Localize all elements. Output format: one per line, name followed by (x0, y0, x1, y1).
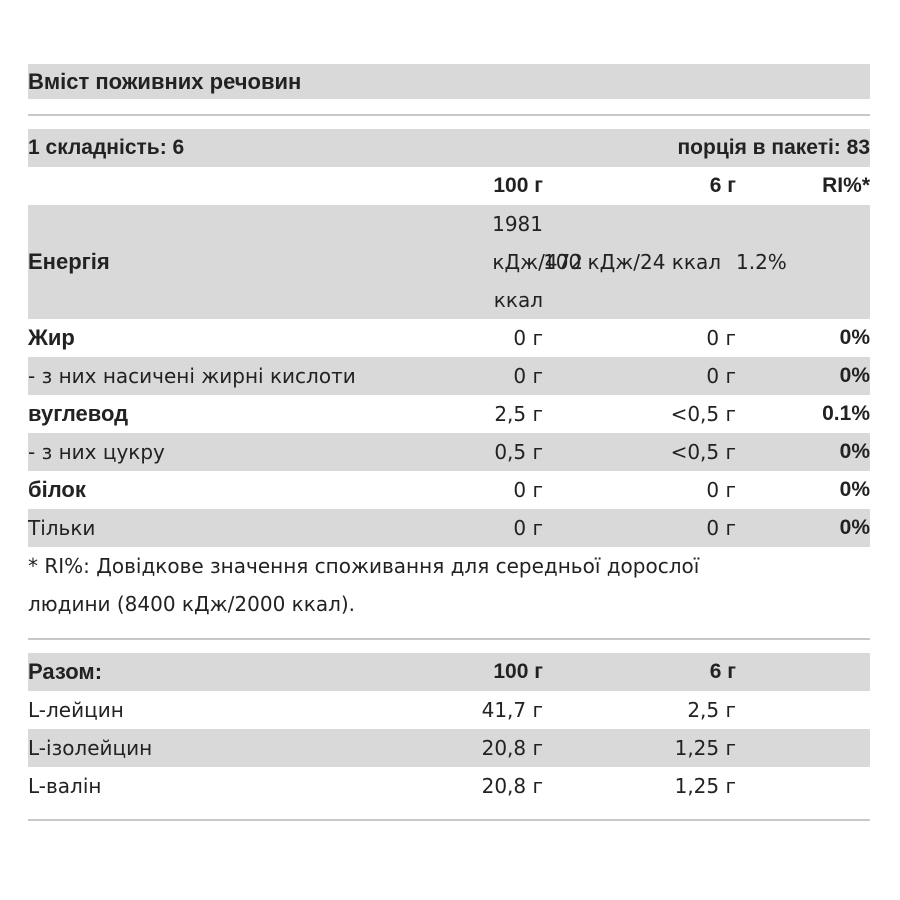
nutrient-per100: 2,5 г (494, 402, 543, 426)
column-header-row: 100 г 6 г RI%* (28, 167, 870, 205)
amino-header-per100: 100 г (493, 660, 543, 683)
amino-label: L-валін (28, 774, 102, 798)
amino-per100: 41,7 г (481, 698, 543, 722)
nutrient-per100: 0 г (513, 364, 543, 388)
energy-per-serving: 100 кДж/24 ккал (543, 250, 721, 274)
nutrition-title: Вміст поживних речовин (28, 64, 870, 99)
nutrient-row: - з них насичені жирні кислоти 0 г 0 г 0% (28, 357, 870, 395)
amino-label: L-ізолейцин (28, 736, 153, 760)
nutrient-label: вуглевод (28, 401, 129, 426)
nutrient-per-serving: <0,5 г (670, 402, 736, 426)
energy-row: Енергія 1981 кДж/472 ккал 100 кДж/24 кка… (28, 205, 870, 319)
nutrient-ri: 0% (839, 364, 870, 387)
nutrient-label: - з них насичені жирні кислоти (28, 364, 356, 388)
divider (28, 638, 870, 640)
amino-per-serving: 1,25 г (674, 736, 736, 760)
nutrient-ri: 0% (839, 326, 870, 349)
servings-per-pack: порція в пакеті: 83 (677, 136, 871, 159)
nutrient-per-serving: 0 г (706, 364, 736, 388)
energy-per100-line2: кДж/472 (492, 250, 583, 274)
energy-ri: 1.2% (736, 250, 787, 274)
nutrient-ri: 0% (839, 440, 870, 463)
nutrient-row: - з них цукру 0,5 г <0,5 г 0% (28, 433, 870, 471)
amino-label: L-лейцин (28, 698, 124, 722)
servings-count: 1 складність: 6 (28, 136, 185, 159)
nutrient-ri: 0% (839, 516, 870, 539)
amino-row: L-валін 20,8 г 1,25 г (28, 767, 870, 805)
amino-per100: 20,8 г (481, 774, 543, 798)
energy-label: Енергія (28, 249, 110, 274)
amino-header-label: Разом: (28, 659, 103, 684)
nutrient-per-serving: <0,5 г (670, 440, 736, 464)
column-header-per100: 100 г (493, 174, 543, 197)
nutrient-per-serving: 0 г (706, 326, 736, 350)
nutrient-row: Тільки 0 г 0 г 0% (28, 509, 870, 547)
divider (28, 819, 870, 821)
ri-footnote-line2: людини (8400 кДж/2000 ккал). (28, 592, 356, 616)
nutrient-per100: 0,5 г (494, 440, 543, 464)
nutrient-per-serving: 0 г (706, 478, 736, 502)
nutrient-per-serving: 0 г (706, 516, 736, 540)
nutrition-sheet: Вміст поживних речовин 1 складність: 6 п… (28, 64, 870, 821)
column-header-per-serving: 6 г (709, 174, 736, 197)
amino-list: L-лейцин 41,7 г 2,5 г L-ізолейцин 20,8 г 1,25… (28, 691, 870, 805)
nutrient-per100: 0 г (513, 478, 543, 502)
nutrient-label: білок (28, 477, 86, 502)
energy-per100-line3: ккал (493, 288, 543, 312)
nutrient-label: Тільки (28, 516, 96, 540)
nutrient-per100: 0 г (513, 516, 543, 540)
amino-acid-table: Разом: 100 г 6 г L-лейцин 41,7 г 2,5 г L-із… (28, 653, 870, 805)
energy-per100: 1981 кДж/472 ккал (443, 205, 583, 319)
amino-per100: 20,8 г (481, 736, 543, 760)
amino-header-row: Разом: 100 г 6 г (28, 653, 870, 691)
column-header-ri: RI%* (822, 174, 870, 197)
ri-footnote: * RI%: Довідкове значення споживання для… (28, 547, 870, 623)
nutrient-row: білок 0 г 0 г 0% (28, 471, 870, 509)
nutrient-ri: 0% (839, 478, 870, 501)
nutrient-ri: 0.1% (822, 402, 870, 425)
nutrient-per100: 0 г (513, 326, 543, 350)
amino-row: L-лейцин 41,7 г 2,5 г (28, 691, 870, 729)
energy-per100-line1: 1981 (492, 212, 543, 236)
amino-header-per-serving: 6 г (709, 660, 736, 683)
portion-info-row: 1 складність: 6 порція в пакеті: 83 (28, 129, 870, 167)
nutrient-label: Жир (28, 325, 75, 350)
nutrient-row: вуглевод 2,5 г <0,5 г 0.1% (28, 395, 870, 433)
nutrient-label: - з них цукру (28, 440, 165, 464)
divider (28, 114, 870, 116)
amino-row: L-ізолейцин 20,8 г 1,25 г (28, 729, 870, 767)
ri-footnote-line1: * RI%: Довідкове значення споживання для… (28, 554, 700, 578)
nutrient-row: Жир 0 г 0 г 0% (28, 319, 870, 357)
amino-per-serving: 1,25 г (674, 774, 736, 798)
amino-per-serving: 2,5 г (687, 698, 736, 722)
